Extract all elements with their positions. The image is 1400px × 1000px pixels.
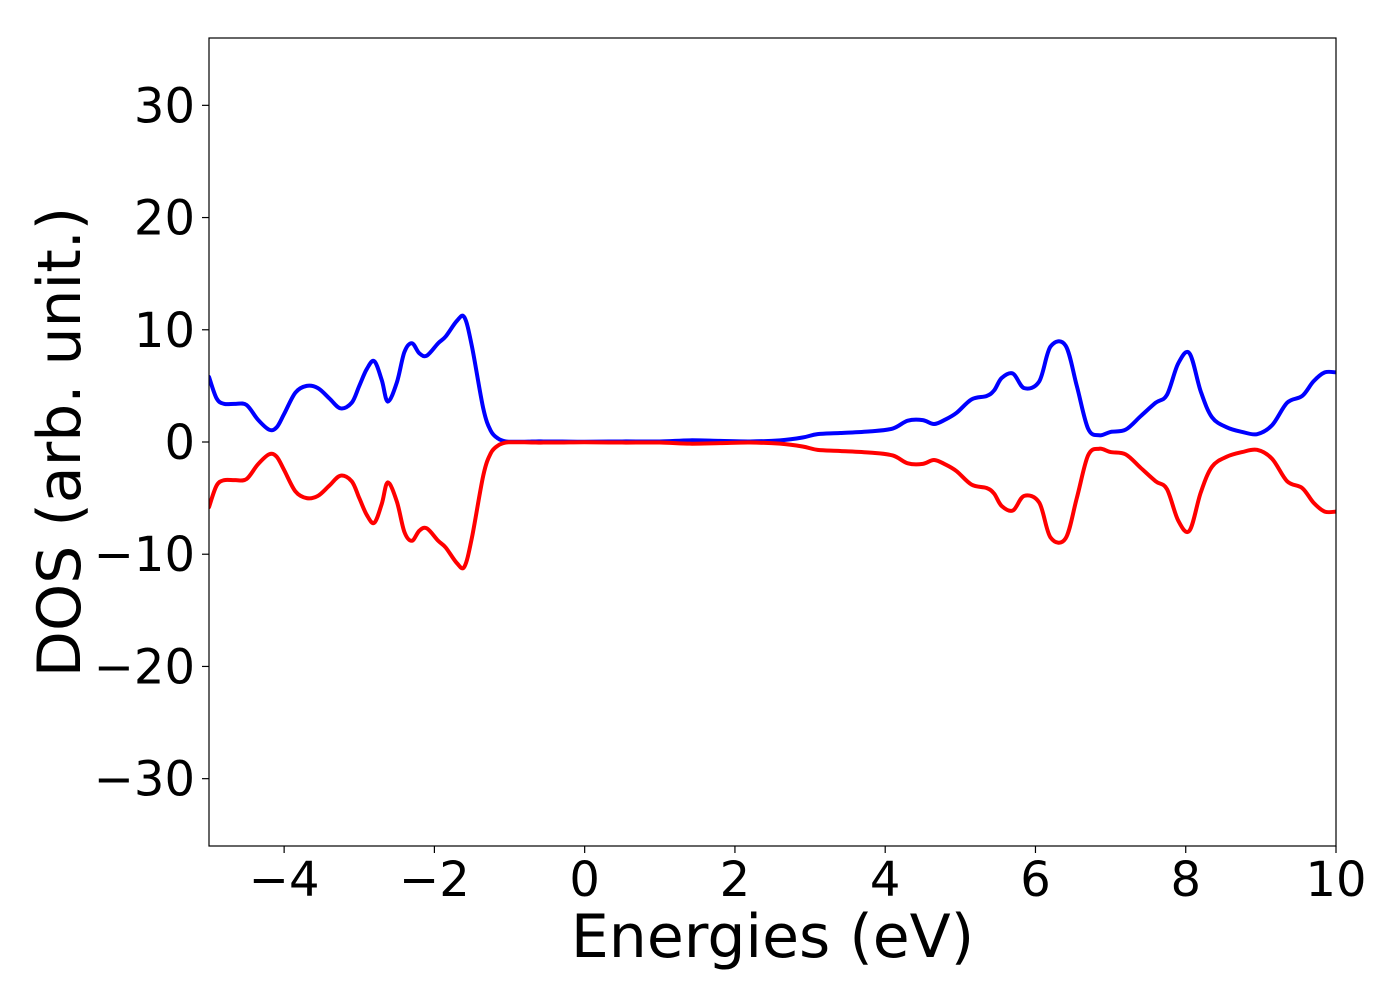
y-axis-label: DOS (arb. unit.) — [25, 207, 95, 677]
x-tick-label: 6 — [1020, 852, 1051, 908]
x-tick-label: 2 — [720, 852, 751, 908]
x-axis: −4 −2 0 2 4 6 8 10 — [249, 846, 1367, 908]
x-axis-label: Energies (eV) — [571, 902, 974, 972]
series-line-positive — [209, 313, 1336, 444]
y-axis: 30 20 10 0 −10 −20 −30 — [94, 78, 209, 808]
y-tick-label: 0 — [164, 415, 195, 471]
series-line-negative — [209, 440, 1336, 571]
series-layer — [209, 313, 1336, 571]
x-tick-label: 0 — [569, 852, 600, 908]
y-tick-label: 30 — [134, 78, 195, 134]
x-tick-label: 10 — [1305, 852, 1366, 908]
x-tick-label: 8 — [1170, 852, 1201, 908]
y-tick-label: −20 — [94, 639, 195, 695]
y-tick-label: −30 — [94, 752, 195, 808]
x-tick-label: −2 — [399, 852, 470, 908]
x-tick-label: −4 — [249, 852, 320, 908]
y-tick-label: 20 — [134, 191, 195, 247]
x-tick-label: 4 — [870, 852, 901, 908]
y-tick-label: −10 — [94, 527, 195, 583]
y-tick-label: 10 — [134, 303, 195, 359]
